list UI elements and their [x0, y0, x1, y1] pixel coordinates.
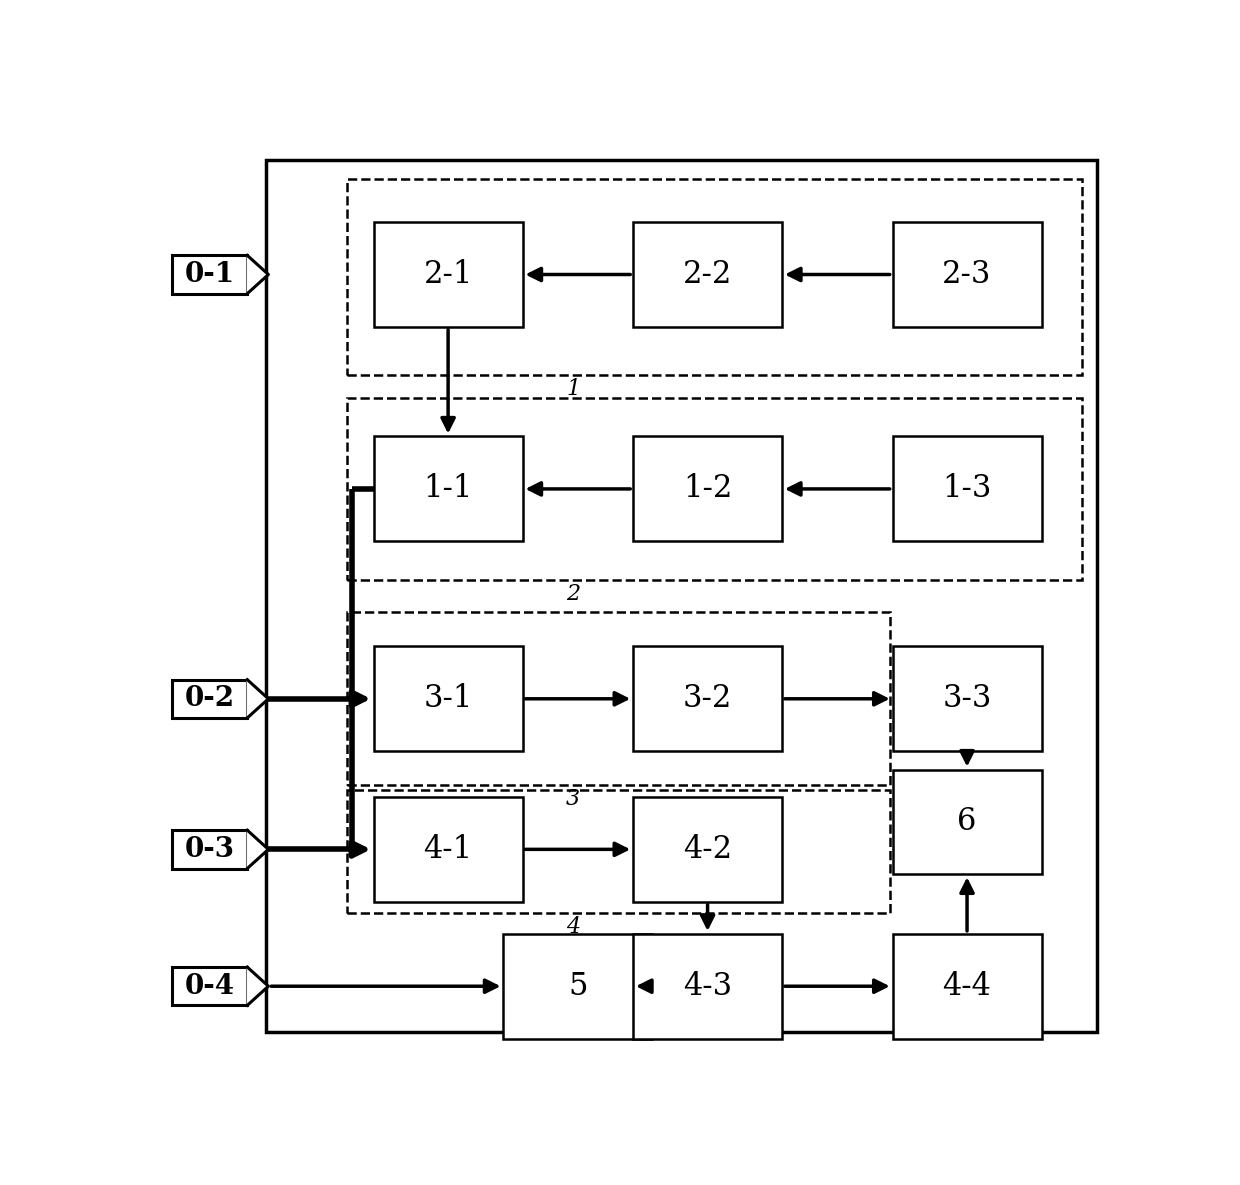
Bar	[347, 398, 1083, 581]
Bar	[265, 160, 1096, 1032]
Polygon shape	[247, 255, 268, 294]
Bar	[172, 831, 247, 869]
Text: 0-2: 0-2	[185, 685, 234, 712]
Text: 3: 3	[565, 788, 580, 811]
Bar	[373, 796, 522, 902]
Text: 3-2: 3-2	[683, 684, 733, 715]
Text: 1: 1	[565, 378, 580, 399]
Text: 4-2: 4-2	[683, 834, 732, 865]
Text: 0-1: 0-1	[185, 261, 234, 288]
Text: 4: 4	[565, 916, 580, 939]
Text: 1-2: 1-2	[683, 474, 733, 505]
Text: 4-3: 4-3	[683, 971, 732, 1001]
Bar	[634, 436, 782, 542]
Text: 2-1: 2-1	[423, 260, 472, 290]
Text: 6: 6	[957, 807, 977, 838]
Bar	[172, 967, 247, 1005]
Bar	[347, 179, 1083, 374]
Polygon shape	[247, 831, 268, 869]
Bar	[893, 436, 1042, 542]
Polygon shape	[247, 967, 268, 1005]
Text: 2-3: 2-3	[942, 260, 992, 290]
Bar	[347, 613, 890, 786]
Bar	[373, 436, 522, 542]
Text: 0-4: 0-4	[185, 973, 234, 1000]
Bar	[893, 934, 1042, 1039]
Text: 3-3: 3-3	[942, 684, 992, 715]
Bar	[347, 790, 890, 914]
Text: 3-1: 3-1	[423, 684, 472, 715]
Bar	[893, 769, 1042, 875]
Bar	[634, 646, 782, 751]
Text: 2: 2	[565, 583, 580, 604]
Bar	[172, 680, 247, 718]
Bar	[503, 934, 652, 1039]
Bar	[634, 934, 782, 1039]
Text: 4-4: 4-4	[942, 971, 992, 1001]
Text: 5: 5	[568, 971, 588, 1001]
Bar	[373, 222, 522, 327]
Polygon shape	[247, 680, 268, 718]
Bar	[634, 796, 782, 902]
Text: 2-2: 2-2	[683, 260, 733, 290]
Text: 0-3: 0-3	[185, 835, 234, 863]
Text: 1-3: 1-3	[942, 474, 992, 505]
Bar	[893, 646, 1042, 751]
Bar	[172, 255, 247, 294]
Bar	[893, 222, 1042, 327]
Bar	[373, 646, 522, 751]
Text: 1-1: 1-1	[423, 474, 472, 505]
Bar	[634, 222, 782, 327]
Text: 4-1: 4-1	[424, 834, 472, 865]
